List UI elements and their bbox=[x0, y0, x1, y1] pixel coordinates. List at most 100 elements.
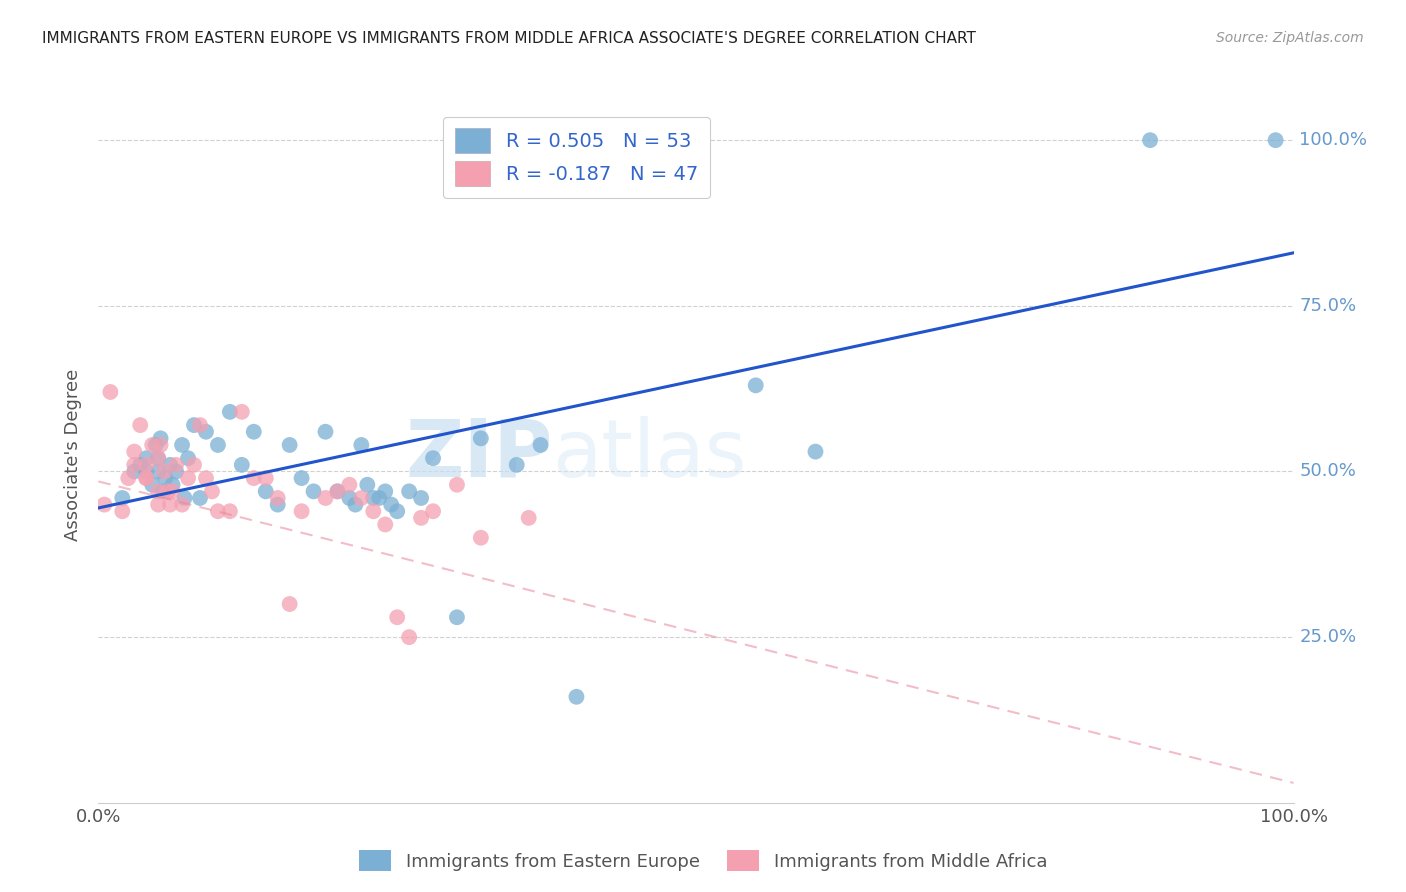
Point bbox=[422, 504, 444, 518]
Point bbox=[804, 444, 827, 458]
Point bbox=[124, 458, 146, 472]
Point bbox=[385, 504, 409, 518]
Point bbox=[111, 491, 134, 505]
Point bbox=[337, 491, 360, 505]
Point bbox=[152, 484, 174, 499]
Point bbox=[290, 504, 312, 518]
Point bbox=[159, 458, 181, 472]
Point bbox=[411, 491, 433, 505]
Point bbox=[159, 498, 181, 512]
Point bbox=[315, 491, 337, 505]
Point bbox=[124, 444, 146, 458]
Point bbox=[141, 477, 163, 491]
Point bbox=[326, 484, 349, 499]
Text: Source: ZipAtlas.com: Source: ZipAtlas.com bbox=[1216, 31, 1364, 45]
Point bbox=[153, 465, 176, 479]
Point bbox=[368, 491, 391, 505]
Point bbox=[207, 504, 229, 518]
Point bbox=[363, 491, 385, 505]
Point bbox=[243, 471, 266, 485]
Point bbox=[207, 438, 229, 452]
Point bbox=[470, 431, 492, 445]
Point bbox=[165, 465, 187, 479]
Point bbox=[326, 484, 349, 499]
Text: IMMIGRANTS FROM EASTERN EUROPE VS IMMIGRANTS FROM MIDDLE AFRICA ASSOCIATE'S DEGR: IMMIGRANTS FROM EASTERN EUROPE VS IMMIGR… bbox=[42, 31, 976, 46]
Point bbox=[135, 451, 157, 466]
Point bbox=[290, 471, 312, 485]
Point bbox=[135, 465, 157, 479]
Point bbox=[422, 451, 444, 466]
Point bbox=[149, 438, 172, 452]
Point bbox=[337, 477, 360, 491]
Point bbox=[278, 438, 301, 452]
Point bbox=[129, 418, 152, 433]
Point bbox=[506, 458, 529, 472]
Text: atlas: atlas bbox=[553, 416, 747, 494]
Point bbox=[231, 458, 253, 472]
Point bbox=[148, 498, 170, 512]
Point bbox=[374, 484, 396, 499]
Legend: Immigrants from Eastern Europe, Immigrants from Middle Africa: Immigrants from Eastern Europe, Immigran… bbox=[352, 843, 1054, 879]
Point bbox=[148, 484, 170, 499]
Point bbox=[745, 378, 768, 392]
Point bbox=[117, 471, 139, 485]
Point bbox=[141, 438, 163, 452]
Point bbox=[1139, 133, 1161, 147]
Point bbox=[148, 465, 170, 479]
Legend: R = 0.505   N = 53, R = -0.187   N = 47: R = 0.505 N = 53, R = -0.187 N = 47 bbox=[443, 117, 710, 198]
Point bbox=[254, 471, 277, 485]
Point bbox=[98, 384, 122, 399]
Text: 75.0%: 75.0% bbox=[1299, 297, 1357, 315]
Point bbox=[149, 431, 172, 445]
Point bbox=[194, 425, 217, 439]
Point bbox=[156, 484, 179, 499]
Point bbox=[231, 405, 253, 419]
Point bbox=[374, 517, 396, 532]
Point bbox=[172, 498, 194, 512]
Point bbox=[183, 418, 205, 433]
Point bbox=[446, 610, 468, 624]
Point bbox=[148, 451, 170, 466]
Text: 100.0%: 100.0% bbox=[1299, 131, 1368, 149]
Point bbox=[135, 471, 157, 485]
Point bbox=[529, 438, 551, 452]
Point bbox=[111, 504, 134, 518]
Point bbox=[177, 451, 200, 466]
Point bbox=[385, 610, 409, 624]
Point bbox=[148, 451, 170, 466]
Point bbox=[517, 511, 540, 525]
Y-axis label: Associate's Degree: Associate's Degree bbox=[65, 368, 83, 541]
Point bbox=[135, 458, 157, 472]
Point bbox=[398, 630, 420, 644]
Point bbox=[188, 491, 211, 505]
Point bbox=[380, 498, 402, 512]
Point bbox=[124, 465, 146, 479]
Text: ZIP: ZIP bbox=[405, 416, 553, 494]
Point bbox=[201, 484, 224, 499]
Point bbox=[243, 425, 266, 439]
Point bbox=[267, 491, 290, 505]
Point bbox=[219, 504, 242, 518]
Point bbox=[194, 471, 217, 485]
Point bbox=[135, 471, 157, 485]
Text: 25.0%: 25.0% bbox=[1299, 628, 1357, 646]
Point bbox=[278, 597, 301, 611]
Point bbox=[398, 484, 420, 499]
Point bbox=[172, 438, 194, 452]
Point bbox=[363, 504, 385, 518]
Point bbox=[267, 498, 290, 512]
Point bbox=[411, 511, 433, 525]
Point bbox=[145, 438, 167, 452]
Point bbox=[173, 491, 195, 505]
Point bbox=[162, 477, 184, 491]
Point bbox=[219, 405, 242, 419]
Point bbox=[165, 458, 187, 472]
Point bbox=[129, 458, 152, 472]
Point bbox=[350, 438, 373, 452]
Point bbox=[344, 498, 367, 512]
Point bbox=[1264, 133, 1286, 147]
Point bbox=[177, 471, 200, 485]
Point bbox=[350, 491, 373, 505]
Point bbox=[470, 531, 492, 545]
Point bbox=[315, 425, 337, 439]
